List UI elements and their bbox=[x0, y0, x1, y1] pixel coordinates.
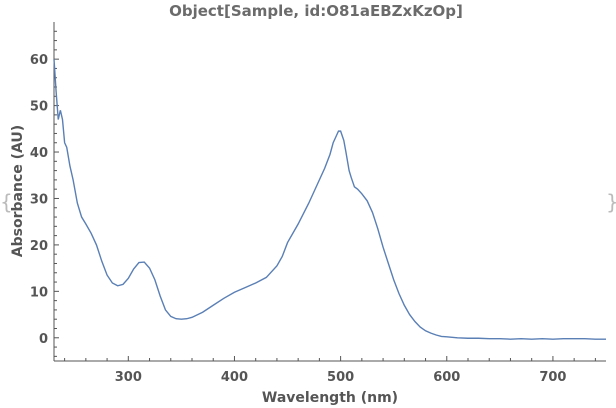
x-tick-label: 300 bbox=[115, 370, 142, 385]
y-tick-label: 10 bbox=[30, 285, 48, 300]
x-tick-label: 500 bbox=[327, 370, 354, 385]
y-axis-label: Absorbance (AU) bbox=[10, 125, 26, 257]
left-brace-decoration: { bbox=[0, 190, 13, 214]
y-tick-label: 20 bbox=[30, 239, 48, 254]
axes bbox=[53, 22, 606, 362]
x-tick-label: 700 bbox=[539, 370, 566, 385]
y-tick-label: 0 bbox=[39, 332, 48, 347]
y-axis-ticks: 0 10 20 30 40 50 60 bbox=[30, 30, 59, 357]
x-axis-ticks: 300 400 500 600 700 bbox=[64, 356, 596, 385]
y-tick-label: 30 bbox=[30, 192, 48, 207]
series-line bbox=[53, 59, 606, 340]
right-brace-decoration: } bbox=[606, 190, 616, 214]
x-tick-label: 600 bbox=[433, 370, 460, 385]
y-tick-label: 50 bbox=[30, 100, 48, 115]
y-tick-label: 60 bbox=[30, 53, 48, 68]
y-tick-label: 40 bbox=[30, 146, 48, 161]
x-tick-label: 400 bbox=[221, 370, 248, 385]
chart-title: Object[Sample, id:O81aEBZxKzOp] bbox=[169, 2, 463, 20]
x-axis-label: Wavelength (nm) bbox=[262, 390, 398, 406]
